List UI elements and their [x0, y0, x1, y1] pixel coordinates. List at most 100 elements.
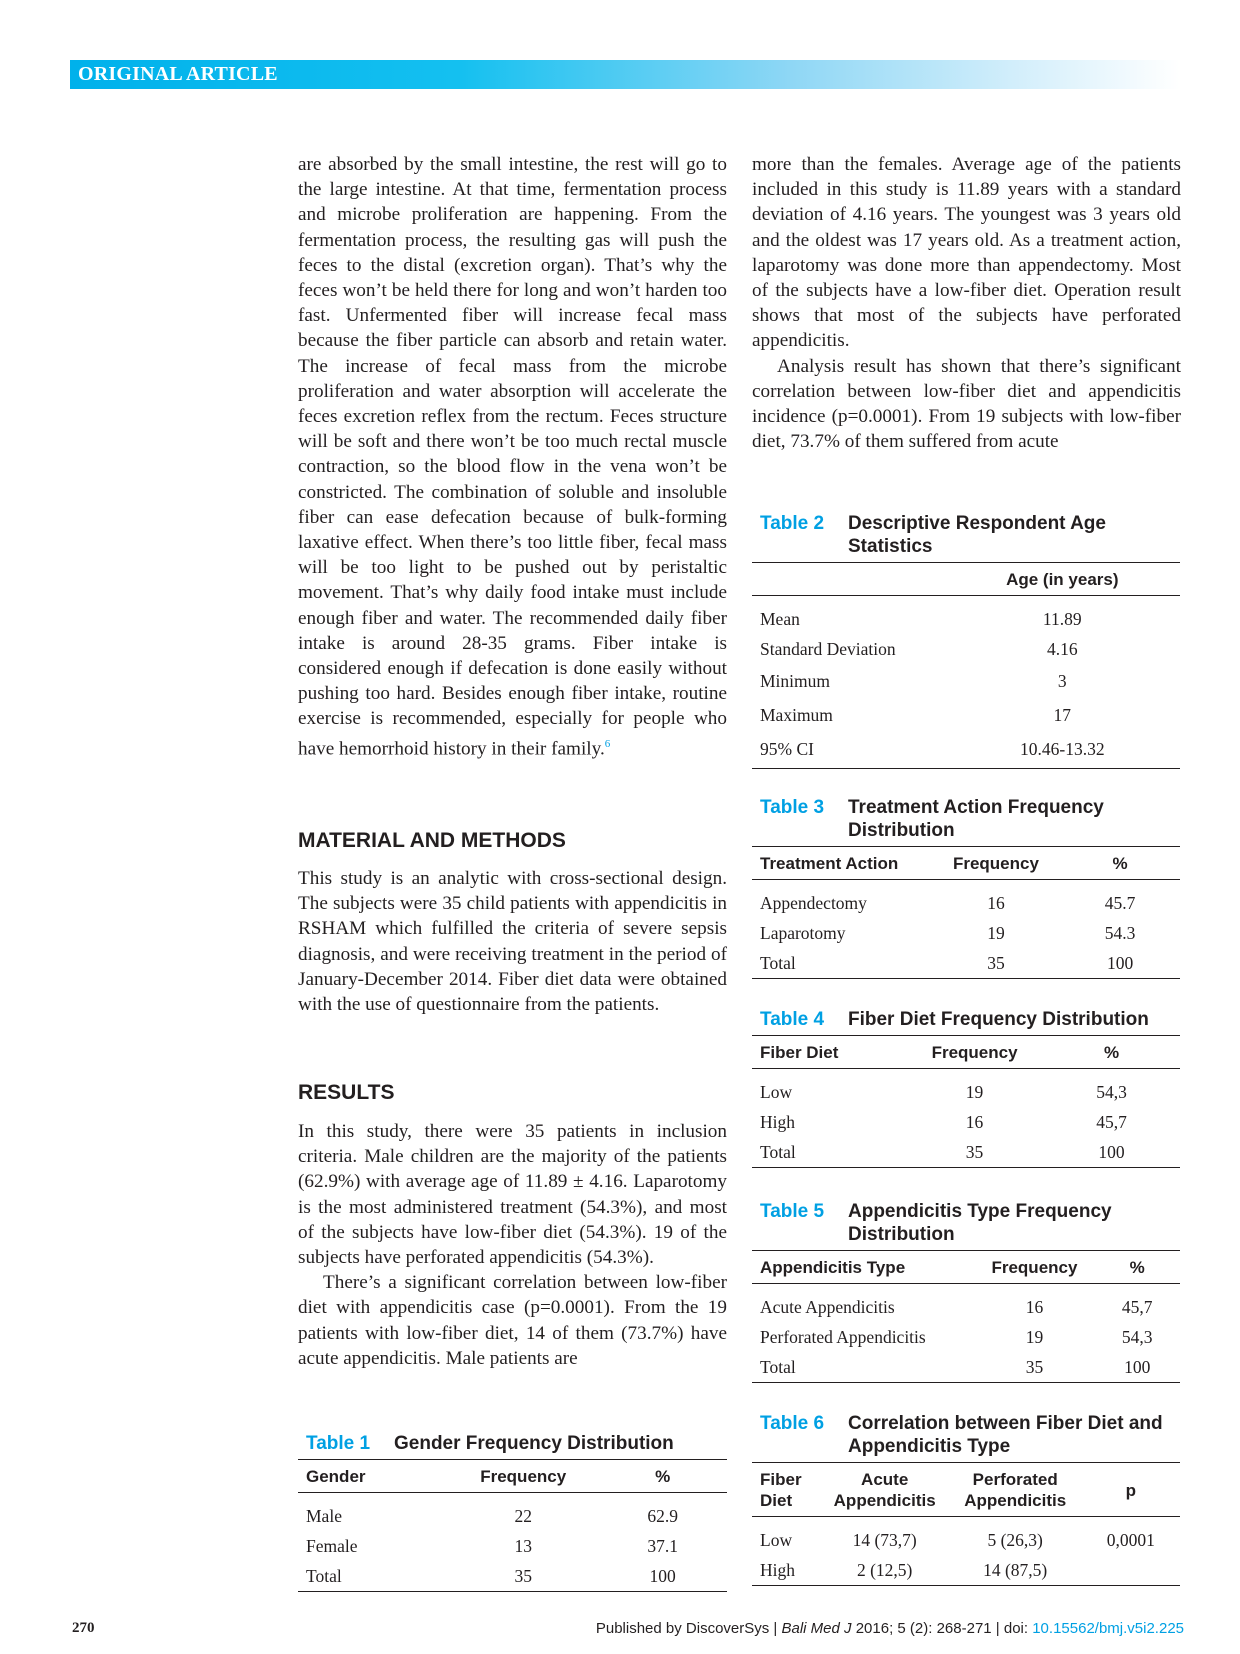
table-cell: 13	[514, 1535, 532, 1556]
publisher-text: Published by DiscoverSys |	[595, 1620, 782, 1637]
section-banner: ORIGINAL ARTICLE	[70, 60, 1180, 89]
table-3: Table 3 Treatment Action Frequency Distri…	[752, 796, 1180, 979]
column-header: Frequency	[974, 1250, 1095, 1284]
table-cell: Low	[760, 1529, 793, 1550]
table-cell: 35	[965, 1141, 984, 1162]
table-cell: 16	[987, 892, 1005, 913]
citation-text: 2016; 5 (2): 268-271 | doi:	[851, 1620, 1033, 1637]
table-cell: 45,7	[1121, 1296, 1153, 1317]
table-cell	[1082, 1555, 1180, 1586]
table-row: Maximum 17	[752, 698, 1180, 732]
table-cell: Mean	[760, 608, 800, 629]
column-header: %	[598, 1459, 727, 1493]
column-header: p	[1081, 1462, 1180, 1517]
table-6: Table 6 Correlation between Fiber Diet an…	[752, 1412, 1180, 1586]
column-header: Frequency	[448, 1459, 599, 1493]
table-cell: Male	[306, 1505, 342, 1526]
right-paragraph-1: more than the females. Average age of th…	[752, 154, 1181, 352]
table-cell: 45.7	[1104, 892, 1136, 913]
methods-paragraph: This study is an analytic with cross-sec…	[298, 868, 727, 1016]
table-1: Table 1 Gender Frequency Distribution Gen…	[298, 1432, 727, 1592]
table-cell: 2 (12,5)	[856, 1559, 913, 1580]
table-row: Total 35 100	[752, 948, 1180, 979]
table-title: Descriptive Respondent Age Statistics	[848, 513, 1106, 557]
table-number: Table 5	[760, 1201, 825, 1222]
results-heading: RESULTS	[298, 1081, 395, 1104]
table-cell: Laparotomy	[760, 922, 846, 943]
right-paragraph-2: Analysis result has shown that there’s s…	[752, 355, 1181, 453]
table-row: Low 14 (73,7) 5 (26,3) 0,0001	[752, 1517, 1180, 1556]
table-cell: 14 (73,7)	[852, 1529, 917, 1550]
table-cell: High	[760, 1559, 795, 1580]
table-cell: Acute Appendicitis	[760, 1296, 895, 1317]
table-cell: 3	[1057, 670, 1067, 691]
left-column-intro: are absorbed by the small intestine, the…	[298, 152, 727, 761]
doi-link[interactable]: 10.15562/bmj.v5i2.225	[1032, 1620, 1184, 1637]
table-cell: 4.16	[1046, 638, 1078, 659]
table-cell: 100	[649, 1565, 676, 1586]
column-header: Frequency	[906, 1035, 1044, 1069]
methods-section: This study is an analytic with cross-sec…	[298, 866, 727, 1017]
table-row: Total 35 100	[752, 1352, 1180, 1383]
column-header: %	[1043, 1035, 1180, 1069]
results-paragraph-2: There’s a significant correlation betwee…	[298, 1272, 727, 1369]
column-header: Appendicitis Type	[752, 1250, 975, 1284]
methods-heading: MATERIAL AND METHODS	[298, 829, 566, 852]
table-row: High 16 45,7	[752, 1107, 1180, 1137]
table-cell: Total	[760, 952, 796, 973]
table-cell: 62.9	[647, 1505, 678, 1526]
table-cell: 19	[965, 1081, 984, 1102]
footer-citation: Published by DiscoverSys | Bali Med J 20…	[596, 1620, 1184, 1637]
table-row: Mean 11.89	[752, 596, 1180, 635]
table-cell: 19	[1025, 1326, 1044, 1347]
table-row: Total 35 100	[752, 1137, 1180, 1168]
table-cell: 54,3	[1096, 1081, 1127, 1102]
page-number: 270	[72, 1620, 95, 1636]
table-number: Table 1	[306, 1433, 371, 1454]
column-header: %	[1060, 846, 1180, 880]
table-cell: 100	[1098, 1141, 1125, 1162]
table-cell: Total	[306, 1565, 342, 1586]
column-header: Gender	[298, 1459, 449, 1493]
table-cell: Total	[760, 1356, 796, 1377]
table-cell: Perforated Appendicitis	[760, 1326, 926, 1347]
column-header: Treatment Action	[752, 846, 932, 880]
table-row: Standard Deviation 4.16	[752, 634, 1180, 664]
table-cell: 54,3	[1121, 1326, 1153, 1347]
table-title: Gender Frequency Distribution	[394, 1433, 674, 1454]
column-header: Frequency	[931, 846, 1061, 880]
journal-name: Bali Med J	[781, 1620, 852, 1637]
column-header	[752, 562, 945, 596]
table-cell: 5 (26,3)	[987, 1529, 1043, 1550]
table-cell: 95% CI	[760, 739, 814, 760]
table-5: Table 5 Appendicitis Type Frequency Distr…	[752, 1200, 1180, 1383]
table-cell: 22	[514, 1505, 532, 1526]
column-header: Perforated Appendicitis	[948, 1462, 1082, 1517]
table-cell: 100	[1106, 952, 1134, 973]
table-cell: 54.3	[1104, 922, 1136, 943]
table-cell: 16	[965, 1111, 984, 1132]
table-4: Table 4 Fiber Diet Frequency Distribution…	[752, 1008, 1180, 1168]
table-cell: 14 (87,5)	[983, 1559, 1048, 1580]
table-cell: 35	[987, 952, 1005, 973]
table-number: Table 3	[760, 797, 825, 818]
table-cell: 100	[1124, 1356, 1151, 1377]
table-cell: Low	[760, 1081, 793, 1102]
column-header: Age (in years)	[944, 562, 1180, 596]
table-cell: Standard Deviation	[760, 638, 896, 659]
table-2: Table 2 Descriptive Respondent Age Statis…	[752, 512, 1180, 769]
table-number: Table 6	[760, 1413, 825, 1434]
table-cell: 10.46-13.32	[1020, 739, 1105, 760]
table-cell: High	[760, 1111, 795, 1132]
table-row: Laparotomy 19 54.3	[752, 918, 1180, 948]
table-row: Minimum 3	[752, 664, 1180, 698]
table-title: Treatment Action Frequency Distribution	[848, 797, 1104, 841]
table-title: Appendicitis Type Frequency Distribution	[848, 1201, 1112, 1245]
section-label: ORIGINAL ARTICLE	[78, 63, 278, 85]
table-cell: Appendectomy	[760, 892, 867, 913]
table-row: Perforated Appendicitis 19 54,3	[752, 1322, 1180, 1352]
reference-link[interactable]: 6	[604, 737, 611, 750]
table-title: Fiber Diet Frequency Distribution	[848, 1009, 1149, 1030]
table-row: 95% CI 10.46-13.32	[752, 732, 1180, 768]
table-cell: 16	[1025, 1296, 1044, 1317]
